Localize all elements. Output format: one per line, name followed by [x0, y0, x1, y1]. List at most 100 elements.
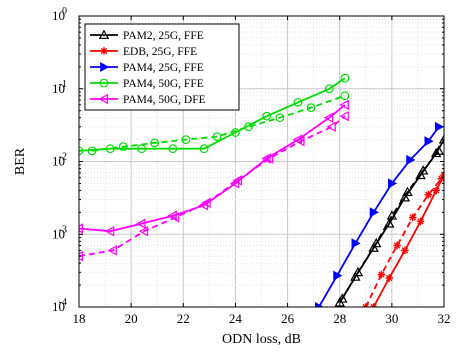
x-axis-label: ODN loss, dB — [222, 332, 301, 347]
marker-stroke — [401, 247, 409, 254]
data-point — [369, 303, 378, 307]
data-point — [212, 132, 222, 141]
data-point — [408, 213, 417, 222]
x-tick-label: 22 — [177, 311, 190, 326]
data-point — [324, 84, 334, 94]
data-point — [263, 153, 274, 164]
data-point — [199, 144, 209, 154]
legend: PAM2, 25G, FFE EDB, 25G, FFE PAM4, 25G, FF… — [84, 23, 240, 111]
data-point — [399, 192, 411, 202]
data-point — [138, 226, 149, 237]
data-point — [438, 134, 444, 144]
data-point — [262, 111, 272, 121]
data-point — [434, 121, 444, 132]
data-point — [432, 186, 440, 195]
y-tick-label: 10-4 — [52, 297, 67, 314]
data-point — [401, 246, 409, 255]
data-point — [339, 99, 349, 111]
data-point — [424, 136, 434, 147]
marker-stroke — [440, 174, 444, 179]
legend-label: PAM2, 25G, FFE — [123, 30, 204, 42]
ticks: 18 20 22 24 26 28 30 32 100 10-1 10-2 10-3 10-4 — [52, 6, 451, 326]
marker-stroke — [378, 271, 385, 278]
marker-stroke — [386, 274, 393, 282]
data-point — [323, 112, 334, 123]
data-point — [79, 146, 84, 156]
marker-stroke — [425, 191, 432, 198]
data-point — [275, 113, 285, 123]
series-line-solid — [79, 77, 346, 152]
x-tick-label: 20 — [125, 311, 138, 326]
data-point — [385, 274, 394, 282]
data-point — [377, 270, 386, 279]
data-point — [406, 154, 416, 166]
legend-entry: EDB, 25G, FFE — [90, 46, 197, 58]
data-point — [361, 303, 370, 307]
data-point — [107, 245, 117, 256]
data-point — [118, 142, 128, 152]
data-point — [244, 122, 253, 132]
marker-stroke — [438, 175, 444, 182]
legend-label: EDB, 25G, FFE — [123, 46, 197, 58]
data-point — [295, 136, 305, 147]
data-point — [368, 242, 379, 252]
data-point — [386, 210, 398, 220]
y-tick-label: 10-2 — [52, 152, 67, 169]
data-point — [340, 91, 350, 101]
series-1 — [334, 134, 444, 307]
data-point — [87, 146, 97, 156]
data-point — [150, 138, 160, 148]
marker-stroke — [372, 303, 377, 307]
marker-stroke — [362, 303, 367, 307]
legend-label: PAM4, 50G, DFE — [123, 94, 206, 106]
data-point — [384, 218, 395, 228]
data-point — [350, 271, 361, 281]
y-axis-label: BER — [13, 147, 28, 175]
data-point — [339, 110, 349, 122]
data-point — [417, 165, 429, 175]
marker-stroke — [100, 47, 108, 55]
data-point — [433, 145, 444, 155]
data-point — [79, 250, 83, 262]
x-tick-label: 32 — [438, 311, 451, 326]
marker-stroke — [409, 214, 416, 221]
series-line-dashed — [91, 94, 346, 152]
data-point — [306, 103, 316, 113]
data-point — [416, 217, 425, 226]
data-point — [136, 218, 146, 229]
legend-label: PAM4, 50G, FFE — [123, 78, 204, 90]
data-point — [181, 135, 191, 145]
legend-marker — [98, 93, 108, 105]
legend-entry: PAM4, 50G, DFE — [90, 93, 206, 106]
data-point — [424, 190, 433, 199]
legend-marker — [99, 78, 109, 88]
series-line-dashed — [341, 150, 440, 300]
data-point — [333, 270, 343, 281]
data-point — [370, 237, 382, 248]
marker-stroke — [432, 187, 440, 194]
legend-marker — [98, 29, 110, 39]
data-point — [369, 207, 379, 218]
data-point — [170, 212, 180, 223]
data-point — [232, 175, 242, 186]
data-point — [137, 144, 146, 154]
data-point — [393, 241, 401, 250]
x-tick-label: 30 — [385, 311, 398, 326]
legend-marker — [100, 61, 110, 73]
x-tick-label: 28 — [333, 311, 346, 326]
data-point — [387, 178, 398, 189]
data-point — [314, 301, 325, 307]
data-point — [437, 174, 444, 183]
x-tick-label: 26 — [281, 311, 295, 326]
data-point — [79, 223, 83, 234]
data-point — [340, 73, 350, 83]
data-point — [201, 197, 211, 209]
series-3 — [314, 121, 444, 307]
legend-marker — [100, 47, 108, 55]
series-layer — [79, 73, 444, 307]
legend-entry: PAM2, 25G, FFE — [90, 29, 204, 42]
legend-entry: PAM4, 25G, FFE — [90, 61, 204, 74]
marker-stroke — [417, 218, 424, 225]
